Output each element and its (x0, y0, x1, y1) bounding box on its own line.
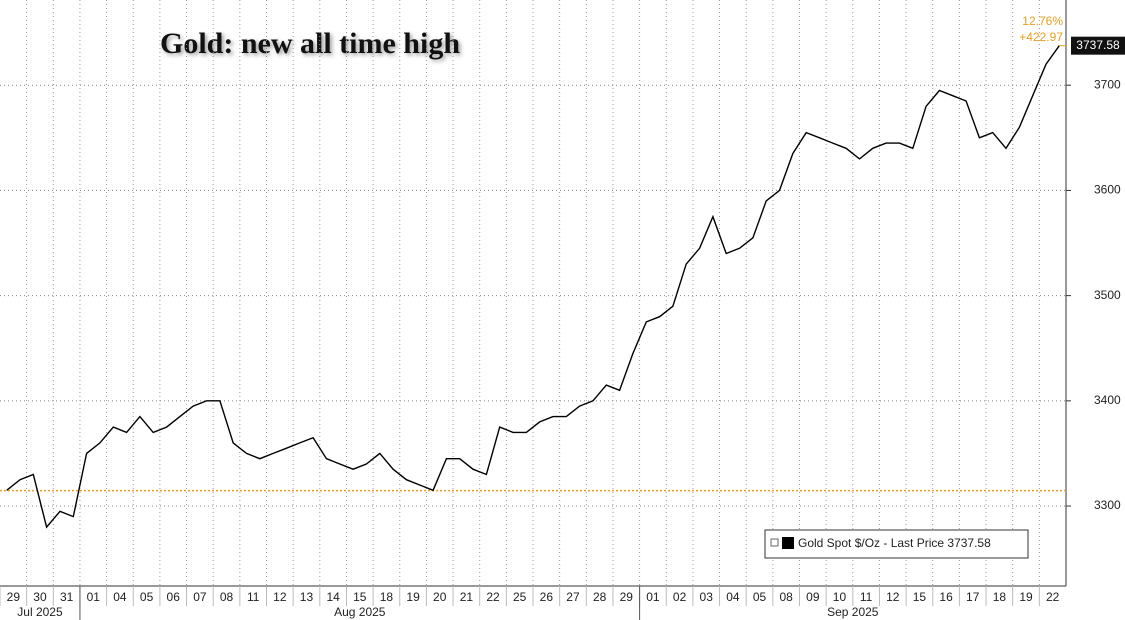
x-tick-label: 22 (1046, 590, 1060, 604)
last-price-label: 3737.58 (1076, 38, 1120, 52)
y-tick-label: 3300 (1094, 498, 1121, 512)
legend-swatch (782, 537, 794, 549)
x-tick-label: 05 (140, 590, 154, 604)
x-tick-label: 04 (726, 590, 740, 604)
x-tick-label: 25 (513, 590, 527, 604)
x-tick-label: 17 (966, 590, 980, 604)
legend-toggle (770, 538, 779, 547)
x-tick-label: 28 (593, 590, 607, 604)
change-label: +422.97 (1019, 30, 1063, 44)
x-tick-label: 26 (540, 590, 554, 604)
x-tick-label: 30 (33, 590, 47, 604)
x-tick-label: 15 (353, 590, 367, 604)
last-price-tag (1071, 36, 1125, 55)
x-tick-label: 12 (273, 590, 287, 604)
y-tick-label: 3500 (1094, 288, 1121, 302)
month-label: Aug 2025 (334, 605, 386, 619)
x-tick-label: 04 (113, 590, 127, 604)
x-tick-label: 03 (700, 590, 714, 604)
x-tick-label: 08 (220, 590, 234, 604)
x-tick-label: 27 (566, 590, 580, 604)
y-tick-label: 3400 (1094, 393, 1121, 407)
change-label: 12.76% (1022, 14, 1063, 28)
x-tick-label: 01 (87, 590, 101, 604)
x-tick-label: 29 (620, 590, 634, 604)
x-tick-label: 11 (860, 590, 873, 604)
x-tick-label: 29 (7, 590, 21, 604)
month-label: Jul 2025 (17, 605, 63, 619)
x-tick-label: 13 (300, 590, 314, 604)
price-line (6, 45, 1060, 529)
x-tick-label: 11 (247, 590, 260, 604)
x-tick-label: 21 (460, 590, 474, 604)
x-tick-label: 10 (833, 590, 847, 604)
x-tick-label: 18 (380, 590, 394, 604)
x-tick-label: 31 (60, 590, 74, 604)
x-tick-label: 15 (913, 590, 927, 604)
x-tick-label: 14 (326, 590, 340, 604)
x-tick-label: 05 (753, 590, 767, 604)
x-tick-label: 07 (193, 590, 207, 604)
legend-label: Gold Spot $/Oz - Last Price 3737.58 (798, 536, 991, 550)
x-tick-label: 01 (646, 590, 660, 604)
legend-box (764, 529, 1029, 559)
x-tick-label: 09 (806, 590, 820, 604)
x-tick-label: 22 (486, 590, 500, 604)
x-tick-label: 02 (673, 590, 687, 604)
x-tick-label: 20 (433, 590, 447, 604)
x-tick-label: 12 (886, 590, 900, 604)
month-label: Sep 2025 (827, 605, 879, 619)
x-tick-label: 19 (406, 590, 420, 604)
x-tick-label: 06 (167, 590, 181, 604)
x-tick-label: 16 (939, 590, 953, 604)
x-tick-label: 08 (779, 590, 793, 604)
x-tick-label: 19 (1019, 590, 1033, 604)
y-tick-label: 3700 (1094, 77, 1121, 91)
y-tick-label: 3600 (1094, 183, 1121, 197)
x-tick-label: 18 (993, 590, 1007, 604)
chart-title: Gold: new all time high (160, 27, 460, 60)
